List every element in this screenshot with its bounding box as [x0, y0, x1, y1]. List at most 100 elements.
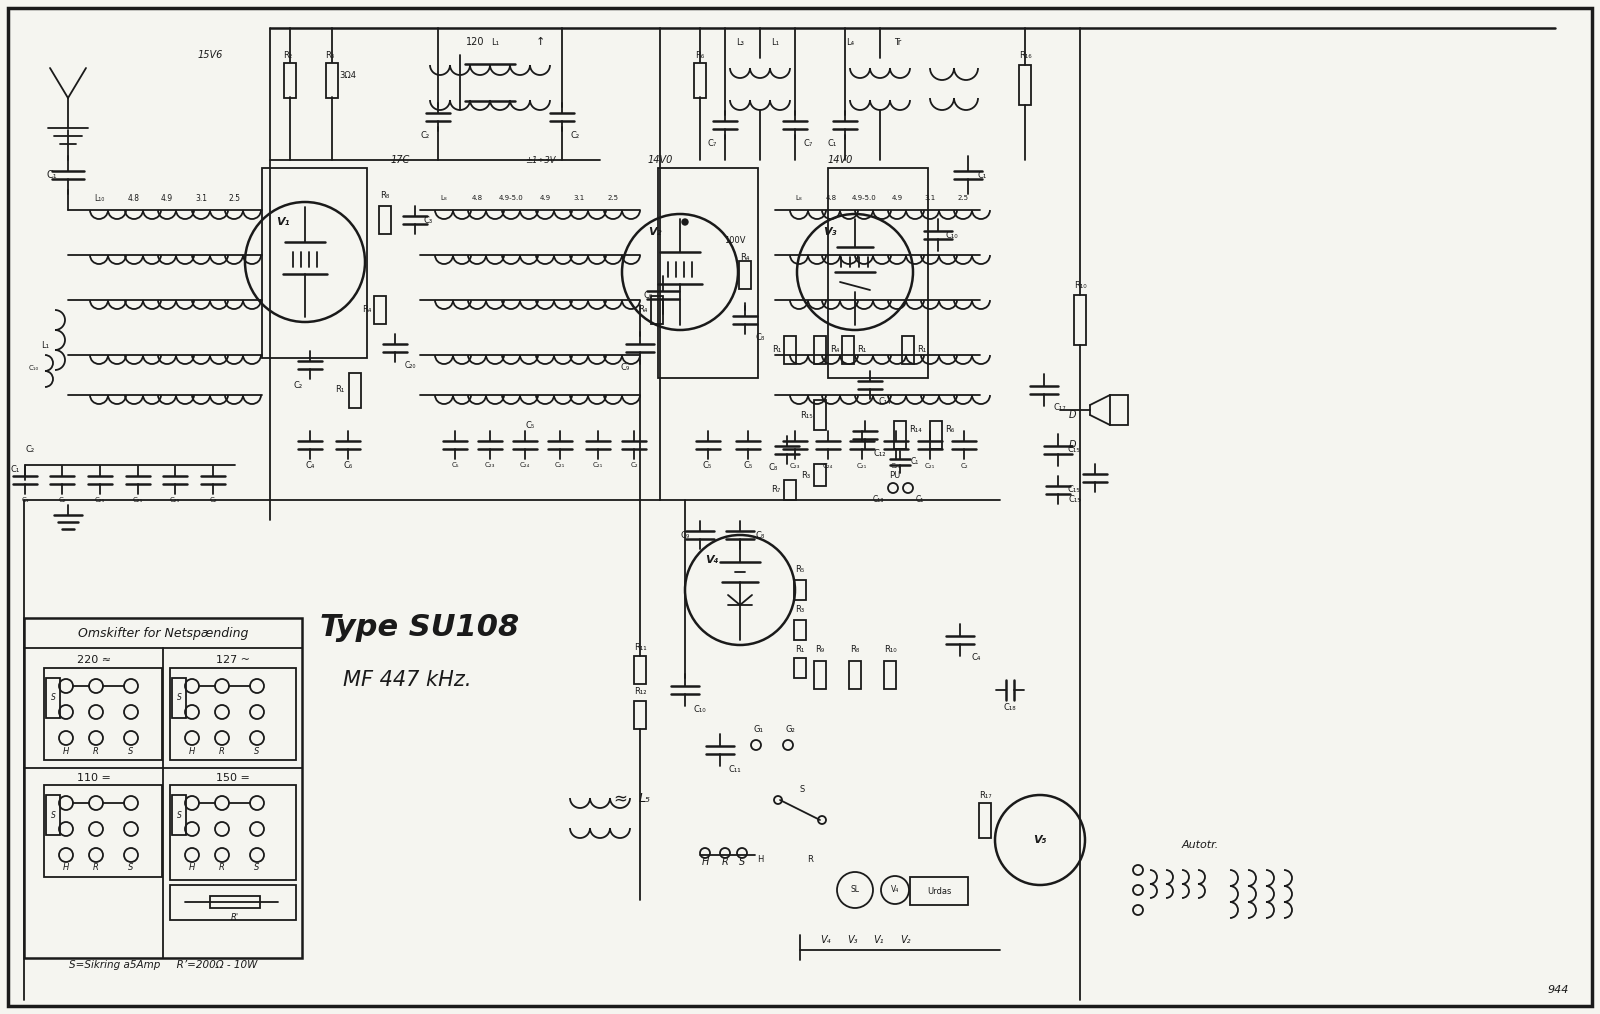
Text: S: S — [51, 810, 56, 819]
Text: 3.1: 3.1 — [195, 194, 206, 203]
Text: C₂₀: C₂₀ — [405, 361, 416, 369]
Text: R₈: R₈ — [850, 646, 859, 654]
Text: 17C: 17C — [390, 155, 410, 165]
Text: C₁₈: C₁₈ — [1003, 704, 1016, 713]
Text: C₂: C₂ — [960, 463, 968, 469]
Bar — [170, 785, 296, 880]
Text: C₁₀: C₁₀ — [29, 365, 38, 371]
Text: L₁: L₁ — [491, 38, 499, 47]
Text: C₂₁: C₂₁ — [133, 497, 142, 503]
Text: R₄: R₄ — [362, 305, 371, 314]
Text: S=Sikring a5Amp     R’=200Ω - 10W: S=Sikring a5Amp R’=200Ω - 10W — [69, 960, 258, 970]
Text: C₁₅: C₁₅ — [1069, 496, 1082, 505]
Text: R₁: R₁ — [336, 385, 344, 394]
Bar — [651, 296, 662, 324]
Bar — [326, 63, 338, 97]
Text: S: S — [128, 746, 134, 755]
Text: S: S — [254, 746, 259, 755]
Text: R₃: R₃ — [795, 605, 805, 614]
Text: R₁: R₁ — [795, 646, 805, 654]
Text: C₂: C₂ — [210, 497, 218, 503]
Text: R₁₁: R₁₁ — [634, 644, 646, 652]
Text: C₄: C₄ — [306, 460, 315, 469]
Bar — [24, 618, 302, 958]
Bar — [658, 168, 758, 378]
Text: R₄: R₄ — [830, 346, 840, 355]
Text: H: H — [62, 746, 69, 755]
Text: Type SU108: Type SU108 — [320, 613, 520, 643]
Text: C₂₄: C₂₄ — [520, 462, 530, 468]
Text: L₈: L₈ — [440, 195, 448, 201]
Bar — [170, 668, 296, 760]
Text: C₅: C₅ — [525, 421, 534, 430]
Text: C₂₁: C₂₁ — [170, 497, 181, 503]
Text: H: H — [189, 746, 195, 755]
Bar — [794, 620, 806, 640]
Text: S: S — [254, 864, 259, 872]
Bar — [374, 296, 386, 324]
Text: PU: PU — [890, 470, 901, 480]
Text: S: S — [176, 694, 181, 703]
Text: G₂: G₂ — [786, 725, 795, 734]
Bar — [694, 63, 706, 97]
Text: C₂₁: C₂₁ — [94, 497, 106, 503]
Text: 15V6: 15V6 — [197, 50, 222, 60]
Text: R₂: R₂ — [283, 51, 293, 60]
Text: C₁: C₁ — [978, 170, 987, 179]
Bar — [1110, 395, 1128, 425]
Text: C₂: C₂ — [571, 131, 579, 140]
Text: 4.8: 4.8 — [472, 195, 483, 201]
Text: C₄: C₄ — [971, 653, 981, 662]
Bar — [814, 661, 826, 689]
Bar — [262, 168, 366, 358]
Text: C₁₂: C₁₂ — [874, 448, 886, 457]
Text: R₉: R₉ — [816, 646, 824, 654]
Text: C₂₁: C₂₁ — [891, 463, 901, 469]
Text: C₁₀: C₁₀ — [694, 706, 706, 715]
Text: L₁: L₁ — [42, 341, 50, 350]
Bar — [814, 400, 826, 430]
Text: C₅: C₅ — [451, 462, 459, 468]
Text: 4.9-5.0: 4.9-5.0 — [851, 195, 877, 201]
Text: R₁₄: R₁₄ — [909, 426, 922, 435]
Text: Urdas: Urdas — [926, 886, 950, 895]
Text: L₁: L₁ — [771, 38, 779, 47]
Bar — [45, 785, 162, 877]
Text: R₁₅: R₁₅ — [800, 411, 813, 420]
Bar — [46, 678, 61, 718]
Text: C₃: C₃ — [424, 216, 432, 224]
Text: C₂₁: C₂₁ — [555, 462, 565, 468]
Text: G₁: G₁ — [754, 725, 763, 734]
Text: ±1÷3V: ±1÷3V — [525, 155, 555, 164]
Bar — [739, 261, 750, 289]
Bar — [379, 206, 390, 234]
Bar — [814, 464, 826, 486]
Text: H: H — [701, 857, 709, 867]
Text: H: H — [62, 864, 69, 872]
Text: R₆: R₆ — [946, 426, 955, 435]
Text: C₁: C₁ — [915, 496, 925, 505]
Text: C₂₁: C₂₁ — [594, 462, 603, 468]
Text: R₁: R₁ — [773, 346, 782, 355]
Text: 150 =: 150 = — [216, 773, 250, 783]
Text: D: D — [1069, 410, 1075, 420]
Text: SL: SL — [851, 885, 859, 894]
Text: R₃: R₃ — [802, 470, 811, 480]
Text: R₁₂: R₁₂ — [634, 687, 646, 697]
Bar — [902, 336, 914, 364]
Text: R: R — [219, 746, 226, 755]
Text: V₁: V₁ — [277, 217, 290, 227]
Text: R₁₀: R₁₀ — [1074, 281, 1086, 290]
Text: R: R — [93, 864, 99, 872]
Text: R₇: R₇ — [771, 486, 781, 495]
Text: 3Ω4: 3Ω4 — [339, 71, 357, 79]
Circle shape — [682, 219, 688, 225]
Text: S: S — [800, 786, 805, 795]
Text: C₁: C₁ — [10, 465, 19, 475]
Text: 4.9: 4.9 — [539, 195, 550, 201]
Text: C₈: C₈ — [768, 463, 778, 473]
Text: V₂: V₂ — [648, 227, 662, 237]
Text: R': R' — [230, 914, 238, 923]
Text: C₁₀: C₁₀ — [946, 230, 958, 239]
Text: R₁₀: R₁₀ — [883, 646, 896, 654]
